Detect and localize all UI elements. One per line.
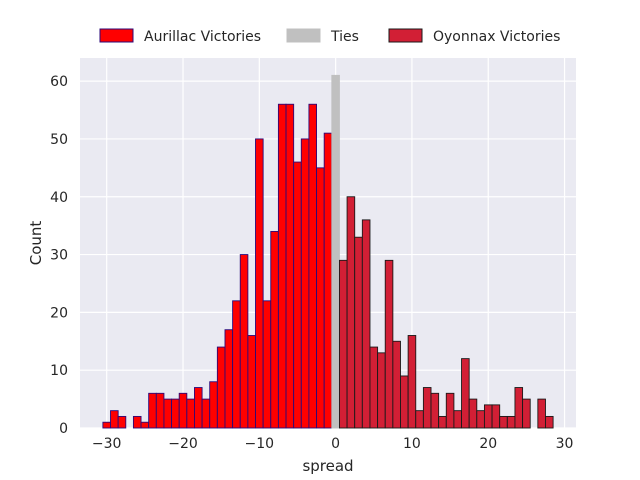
legend-label-ties: Ties: [330, 29, 359, 45]
legend-label-aurillac-victories: Aurillac Victories: [144, 29, 261, 45]
y-axis-label: Count: [27, 221, 45, 266]
bar-oyonnax-victories-10: [407, 335, 417, 429]
bar-oyonnax-victories-13: [430, 392, 440, 429]
bar-oyonnax-victories-24: [514, 387, 524, 429]
bar-aurillac-victories--1: [323, 132, 333, 429]
legend-label-oyonnax-victories: Oyonnax Victories: [433, 29, 560, 45]
bar-oyonnax-victories-16: [453, 410, 462, 429]
legend-swatch-aurillac-victories: [99, 28, 134, 43]
bar-oyonnax-victories-15: [445, 392, 455, 429]
bar-aurillac-victories--10: [255, 138, 264, 429]
x-axis-label: spread: [302, 457, 353, 475]
bar-aurillac-victories--14: [224, 329, 234, 429]
y-tick-label: 40: [50, 190, 68, 206]
bar-aurillac-victories--12: [239, 254, 249, 429]
x-axis-ticks: −30 −20 −10 0 10 20 30: [92, 436, 574, 452]
bar-aurillac-victories--3: [308, 103, 318, 429]
bar-oyonnax-victories-20: [483, 404, 493, 429]
bar-aurillac-victories--6: [285, 103, 295, 429]
bar-oyonnax-victories-5: [369, 346, 379, 429]
bar-oyonnax-victories-28: [545, 415, 554, 429]
y-tick-label: 20: [50, 305, 68, 321]
bar-aurillac-victories--30: [102, 421, 111, 429]
bar-aurillac-victories--5: [293, 161, 302, 429]
bar-aurillac-victories--20: [178, 392, 188, 429]
bar-aurillac-victories--4: [300, 138, 310, 429]
bar-aurillac-victories--18: [194, 387, 203, 429]
bar-oyonnax-victories-22: [499, 415, 508, 429]
x-tick-label: −10: [245, 436, 275, 452]
x-tick-label: −20: [168, 436, 198, 452]
bar-aurillac-victories--13: [232, 300, 241, 429]
y-tick-label: 30: [50, 248, 68, 264]
bar-aurillac-victories--24: [148, 392, 157, 429]
bar-aurillac-victories--15: [216, 346, 226, 429]
bar-aurillac-victories--8: [270, 230, 279, 429]
bar-oyonnax-victories-27: [537, 398, 546, 429]
bar-oyonnax-victories-18: [468, 398, 478, 429]
bar-ties-0: [331, 74, 340, 429]
bar-aurillac-victories--9: [262, 300, 272, 429]
bar-oyonnax-victories-25: [522, 398, 531, 429]
bar-oyonnax-victories-9: [400, 375, 409, 429]
bars: [102, 74, 554, 429]
bar-oyonnax-victories-23: [506, 415, 516, 429]
bar-oyonnax-victories-11: [415, 410, 424, 429]
y-tick-label: 10: [50, 363, 68, 379]
legend-swatch-ties: [286, 28, 321, 43]
bar-aurillac-victories--17: [201, 398, 211, 429]
bar-oyonnax-victories-6: [377, 352, 386, 429]
x-tick-label: −30: [92, 436, 122, 452]
bar-aurillac-victories--16: [209, 381, 218, 429]
bar-aurillac-victories--23: [155, 392, 165, 429]
bar-aurillac-victories--22: [163, 398, 173, 429]
bar-aurillac-victories--26: [132, 415, 142, 429]
x-tick-label: 0: [331, 436, 340, 452]
bar-oyonnax-victories-4: [361, 219, 371, 429]
x-tick-label: 20: [479, 436, 497, 452]
bar-aurillac-victories--2: [316, 167, 325, 429]
bar-oyonnax-victories-8: [392, 340, 401, 429]
bar-oyonnax-victories-14: [438, 415, 447, 429]
bar-aurillac-victories--11: [247, 335, 256, 429]
bar-aurillac-victories--21: [171, 398, 180, 429]
bar-oyonnax-victories-19: [476, 410, 485, 429]
bar-aurillac-victories--7: [277, 103, 287, 429]
bar-aurillac-victories--19: [186, 398, 195, 429]
y-tick-label: 60: [50, 74, 68, 90]
x-tick-label: 30: [556, 436, 574, 452]
x-tick-label: 10: [403, 436, 421, 452]
bar-aurillac-victories--25: [140, 421, 150, 429]
legend-swatch-oyonnax-victories: [388, 28, 423, 43]
bar-oyonnax-victories-21: [491, 404, 501, 429]
bar-aurillac-victories--28: [117, 415, 127, 429]
y-tick-label: 50: [50, 132, 68, 148]
y-tick-label: 0: [59, 421, 68, 437]
bar-oyonnax-victories-2: [346, 196, 356, 429]
bar-oyonnax-victories-7: [384, 259, 394, 429]
legend: Aurillac Victories Ties Oyonnax Victories: [99, 28, 560, 45]
bar-oyonnax-victories-12: [422, 387, 432, 429]
bar-aurillac-victories--29: [110, 410, 119, 429]
y-axis-ticks: 0 10 20 30 40 50 60: [50, 74, 68, 437]
bar-oyonnax-victories-3: [354, 236, 363, 429]
bar-oyonnax-victories-17: [461, 358, 470, 429]
bar-oyonnax-victories-1: [338, 259, 348, 429]
